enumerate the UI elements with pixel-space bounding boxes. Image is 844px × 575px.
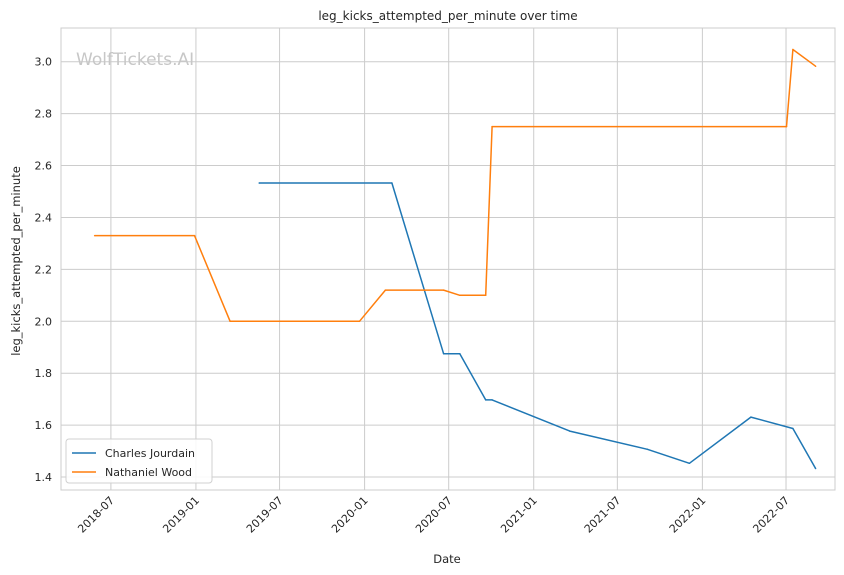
data-point-nathaniel-wood <box>442 289 445 291</box>
y-tick-label: 2.6 <box>35 160 53 173</box>
data-point-charles-jourdain <box>391 182 393 184</box>
y-tick-label: 2.8 <box>35 108 53 121</box>
data-point-nathaniel-wood <box>491 125 493 128</box>
data-point-charles-jourdain <box>646 448 649 451</box>
legend: Charles Jourdain Nathaniel Wood <box>65 438 213 484</box>
legend-label-nathaniel-wood: Nathaniel Wood <box>105 466 192 479</box>
legend-box <box>65 438 213 484</box>
data-point-charles-jourdain <box>814 467 817 470</box>
data-point-nathaniel-wood <box>93 234 96 237</box>
data-point-nathaniel-wood <box>814 65 817 67</box>
data-point-nathaniel-wood <box>193 234 196 237</box>
plot-frame <box>60 27 836 491</box>
series-line-nathaniel-wood <box>94 48 817 323</box>
data-point-charles-jourdain <box>688 462 691 465</box>
series-lines <box>93 48 817 470</box>
x-axis-title: Date <box>433 552 461 566</box>
data-point-charles-jourdain <box>569 430 571 432</box>
grid <box>61 28 835 490</box>
data-point-nathaniel-wood <box>484 294 487 297</box>
y-tick-label: 1.8 <box>35 367 53 380</box>
y-tick-label: 2.4 <box>35 211 53 224</box>
data-point-charles-jourdain <box>484 399 487 401</box>
plot-area <box>61 28 835 490</box>
y-axis-title: leg_kicks_attempted_per_minute <box>9 166 23 356</box>
data-point-nathaniel-wood <box>792 48 794 51</box>
data-point-nathaniel-wood <box>785 125 788 128</box>
y-tick-label: 3.0 <box>35 56 53 69</box>
data-point-charles-jourdain <box>442 352 445 355</box>
data-point-charles-jourdain <box>491 399 493 401</box>
y-tick-label: 1.6 <box>35 419 53 432</box>
watermark: WolfTickets.AI <box>76 50 194 70</box>
y-tick-label: 2.0 <box>35 315 53 328</box>
data-point-nathaniel-wood <box>229 320 231 323</box>
series-line-charles-jourdain <box>259 182 817 469</box>
y-tick-label: 2.2 <box>35 263 53 276</box>
data-point-charles-jourdain <box>750 416 752 418</box>
y-tick-label: 1.4 <box>35 471 53 484</box>
data-point-charles-jourdain <box>459 352 461 355</box>
data-point-charles-jourdain <box>792 427 794 430</box>
data-point-nathaniel-wood <box>384 289 387 291</box>
data-point-nathaniel-wood <box>459 294 461 297</box>
legend-label-charles-jourdain: Charles Jourdain <box>105 447 195 460</box>
data-point-nathaniel-wood <box>358 320 361 323</box>
chart-title: leg_kicks_attempted_per_minute over time <box>318 9 577 23</box>
data-point-charles-jourdain <box>258 182 260 184</box>
